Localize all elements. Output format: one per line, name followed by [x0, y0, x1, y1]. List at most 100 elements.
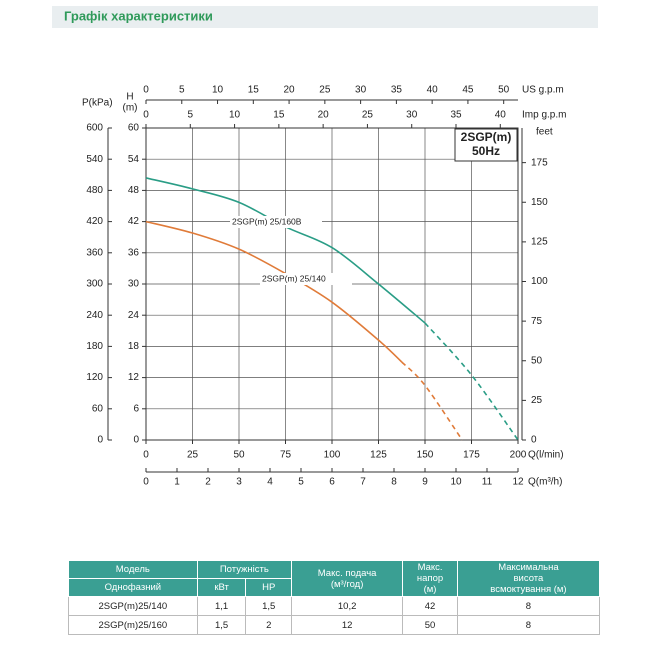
x-tick-label: 100 [324, 450, 341, 461]
x2-tick-label: 3 [236, 477, 242, 488]
p-tick-label: 60 [92, 403, 104, 414]
table-cell: 8 [456, 615, 601, 635]
imp-tick-label: 40 [495, 110, 507, 121]
curve [145, 220, 403, 363]
imp-tick-label: 25 [362, 110, 374, 121]
cell-text: Максимальна [498, 562, 559, 573]
x-axis-label: Q(l/min) [528, 450, 564, 461]
y-tick-label: 42 [128, 216, 140, 227]
p-tick-label: 300 [86, 279, 103, 290]
y-tick-label: 12 [128, 372, 140, 383]
y-tick-label: 24 [128, 310, 140, 321]
p-tick-label: 0 [97, 435, 103, 446]
y-tick-label: 36 [128, 247, 140, 258]
us-tick-label: 25 [319, 85, 331, 96]
p-tick-label: 600 [86, 123, 103, 134]
table-cell: 50 [402, 615, 458, 635]
imp-tick-label: 10 [229, 110, 241, 121]
x2-tick-label: 2 [205, 477, 211, 488]
us-tick-label: 30 [355, 85, 367, 96]
x2-tick-label: 1 [174, 477, 180, 488]
p-tick-label: 480 [86, 185, 103, 196]
x2-tick-label: 5 [298, 477, 304, 488]
x2-tick-label: 4 [267, 477, 273, 488]
header-cell: Макс. напор (м) [402, 560, 458, 597]
table-cell: 42 [402, 596, 458, 616]
curve [401, 361, 463, 441]
y-tick-label: 6 [133, 403, 139, 414]
us-tick-label: 20 [284, 85, 296, 96]
imp-tick-label: 0 [143, 110, 149, 121]
feet-tick-label: 75 [531, 316, 543, 327]
table-row: 2SGP(m)25/160 1,5 2 12 50 8 [68, 615, 601, 635]
cell-text: (м) [423, 584, 437, 595]
imp-tick-label: 30 [406, 110, 418, 121]
curve-label-bg [260, 273, 352, 285]
feet-axis-label: feet [536, 127, 553, 138]
x2-axis-label: Q(m³/h) [528, 477, 562, 488]
us-axis-label: US g.p.m [522, 85, 564, 96]
us-tick-label: 5 [179, 85, 185, 96]
imp-axis-label: Imp g.p.m [522, 110, 566, 121]
curve-label: 2SGP(m) 25/160B [232, 216, 302, 226]
feet-tick-label: 175 [531, 157, 548, 168]
table-cell: 1,5 [196, 615, 247, 635]
cell-text: Модель [115, 564, 150, 575]
y-tick-label: 54 [128, 154, 140, 165]
header-cell: Макс. подача (м³/год) [290, 560, 404, 597]
y-tick-label: 30 [128, 279, 140, 290]
us-tick-label: 0 [143, 85, 149, 96]
p-tick-label: 360 [86, 247, 103, 258]
header-cell: Потужність [196, 560, 293, 579]
cell-text: Макс. подача [317, 567, 377, 579]
curve-label: 2SGP(m) 25/140 [262, 273, 326, 283]
p-axis-label: P(kPa) [82, 98, 113, 109]
cell-text: Потужність [219, 564, 269, 575]
header-cell: Однофазний [68, 578, 198, 597]
curve-label-bg [230, 216, 322, 228]
y-tick-label: 18 [128, 341, 140, 352]
p-tick-label: 240 [86, 310, 103, 321]
header-bar [52, 6, 598, 28]
y-axis-label: H [126, 92, 133, 103]
y-axis-label: (m) [123, 103, 138, 114]
x2-tick-label: 0 [143, 477, 149, 488]
x2-tick-label: 6 [329, 477, 335, 488]
p-tick-label: 540 [86, 154, 103, 165]
feet-tick-label: 100 [531, 276, 548, 287]
annotation: 2SGP(m) [461, 130, 512, 144]
feet-tick-label: 25 [531, 395, 543, 406]
header-cell: Модель [68, 560, 198, 579]
us-tick-label: 50 [498, 85, 510, 96]
table-cell: 2SGP(m)25/160 [68, 615, 198, 635]
table-cell: 1,5 [245, 596, 292, 616]
p-tick-label: 180 [86, 341, 103, 352]
table-cell: 10,2 [290, 596, 404, 616]
x2-tick-label: 10 [450, 477, 462, 488]
table-cell: 12 [290, 615, 404, 635]
cell-text: висота [513, 573, 544, 584]
cell-text: (м³/год) [330, 578, 364, 590]
us-tick-label: 40 [427, 85, 439, 96]
x-tick-label: 175 [463, 450, 480, 461]
x-tick-label: 200 [510, 450, 527, 461]
p-tick-label: 120 [86, 372, 103, 383]
p-tick-label: 420 [86, 216, 103, 227]
x-tick-label: 75 [280, 450, 292, 461]
header-cell: Максимальна висота всмоктування (м) [456, 560, 601, 597]
us-tick-label: 15 [248, 85, 260, 96]
feet-tick-label: 150 [531, 197, 548, 208]
y-tick-label: 48 [128, 185, 140, 196]
feet-tick-label: 0 [531, 435, 537, 446]
us-tick-label: 45 [462, 85, 474, 96]
cell-text: всмоктування (м) [490, 584, 567, 595]
header-cell: кВт [196, 578, 247, 597]
table-cell: 8 [456, 596, 601, 616]
table-cell: 2SGP(m)25/140 [68, 596, 198, 616]
x-tick-label: 125 [370, 450, 387, 461]
us-tick-label: 35 [391, 85, 403, 96]
table-body: 2SGP(m)25/140 1,1 1,5 10,2 42 8 2SGP(m)25/160 1… [68, 596, 601, 635]
table-cell: 2 [245, 615, 292, 635]
x2-tick-label: 12 [512, 477, 524, 488]
